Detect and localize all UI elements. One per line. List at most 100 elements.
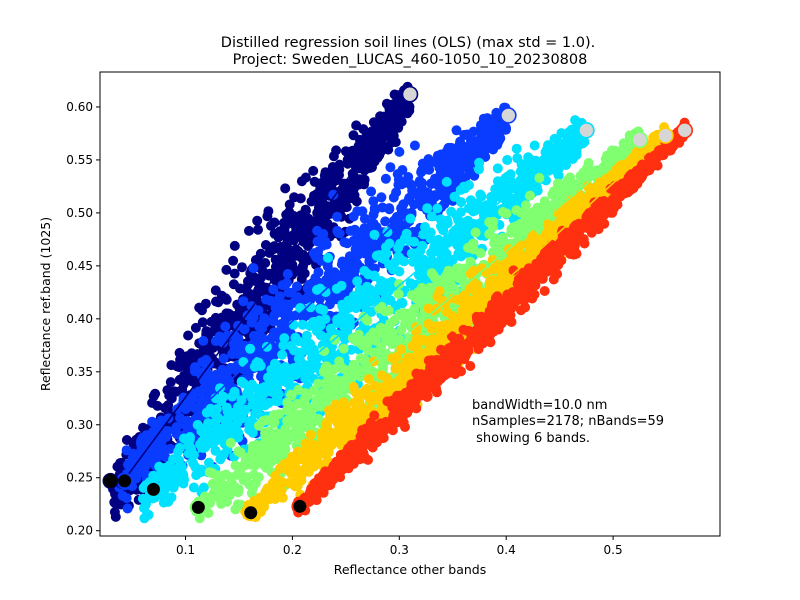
data-point xyxy=(363,374,374,384)
data-point xyxy=(369,290,380,301)
data-point xyxy=(270,395,281,406)
data-point xyxy=(534,172,545,183)
data-point xyxy=(334,159,345,170)
data-point xyxy=(399,313,410,324)
data-point xyxy=(449,191,460,202)
data-point xyxy=(357,206,368,217)
data-point xyxy=(225,437,236,448)
data-point xyxy=(332,211,343,222)
data-point xyxy=(261,341,272,352)
data-point xyxy=(602,150,612,161)
data-point xyxy=(233,446,244,457)
data-point xyxy=(238,296,249,307)
data-point xyxy=(472,148,483,158)
data-point xyxy=(409,140,420,151)
data-point xyxy=(393,289,404,299)
data-point xyxy=(205,344,216,355)
data-point xyxy=(269,275,280,285)
data-point xyxy=(556,128,567,139)
data-point xyxy=(406,181,417,192)
data-point xyxy=(244,424,255,435)
data-point xyxy=(488,264,499,275)
data-point xyxy=(360,231,371,242)
data-point xyxy=(359,141,370,151)
data-point xyxy=(268,316,279,327)
data-point xyxy=(201,326,212,337)
data-point xyxy=(300,294,310,305)
data-point xyxy=(218,353,229,364)
data-point xyxy=(338,193,349,204)
data-point xyxy=(365,163,375,173)
data-point xyxy=(349,226,360,237)
data-point xyxy=(438,165,449,176)
data-point xyxy=(375,111,386,122)
data-point xyxy=(420,222,430,232)
data-point xyxy=(368,196,379,207)
data-point xyxy=(396,98,406,109)
data-point xyxy=(399,256,409,267)
data-point xyxy=(276,445,287,456)
data-point xyxy=(482,137,493,148)
data-point xyxy=(174,347,185,358)
data-point xyxy=(287,259,298,270)
data-point xyxy=(229,240,240,251)
data-point xyxy=(299,338,310,349)
data-point xyxy=(516,207,527,218)
data-point xyxy=(439,199,450,209)
data-point xyxy=(291,224,302,235)
data-point xyxy=(269,228,280,239)
data-point xyxy=(288,319,299,330)
data-point xyxy=(377,252,388,263)
data-point xyxy=(500,124,511,135)
data-point xyxy=(491,129,502,140)
data-point xyxy=(177,357,188,368)
data-point xyxy=(229,268,240,279)
data-point xyxy=(308,165,319,176)
data-point xyxy=(315,330,326,341)
data-point xyxy=(260,240,271,250)
data-point xyxy=(453,215,464,225)
data-point xyxy=(269,217,280,228)
data-point xyxy=(482,118,493,129)
data-point xyxy=(349,254,360,265)
data-point xyxy=(385,162,396,173)
data-point xyxy=(474,157,485,168)
data-point xyxy=(409,236,420,247)
data-point xyxy=(198,482,209,493)
data-point xyxy=(416,178,427,189)
data-point xyxy=(148,470,159,481)
data-point xyxy=(451,125,462,136)
data-point xyxy=(492,163,503,174)
data-point xyxy=(312,207,323,218)
data-point xyxy=(368,209,379,220)
data-point xyxy=(352,388,363,399)
data-point xyxy=(183,330,194,341)
data-point xyxy=(222,428,233,438)
data-point xyxy=(309,190,319,201)
data-point xyxy=(122,503,133,514)
data-point xyxy=(377,202,388,213)
data-point xyxy=(357,340,368,351)
data-point xyxy=(388,264,399,275)
data-point xyxy=(511,143,522,154)
data-point xyxy=(253,284,264,295)
data-point xyxy=(562,175,573,186)
chart-subtitle: Project: Sweden_LUCAS_460-1050_10_202308… xyxy=(233,52,588,68)
data-point xyxy=(388,331,399,342)
data-point xyxy=(137,493,148,504)
data-point xyxy=(287,404,298,415)
data-point xyxy=(460,183,470,194)
data-point xyxy=(305,429,316,440)
data-point xyxy=(320,314,331,325)
data-point xyxy=(394,146,405,157)
data-point xyxy=(228,279,239,290)
data-point xyxy=(388,192,399,203)
data-point xyxy=(282,269,293,279)
data-point xyxy=(350,244,361,255)
data-point xyxy=(563,202,574,213)
data-point xyxy=(284,199,295,210)
data-point xyxy=(336,376,346,386)
data-point xyxy=(285,340,296,351)
data-point xyxy=(237,262,247,273)
